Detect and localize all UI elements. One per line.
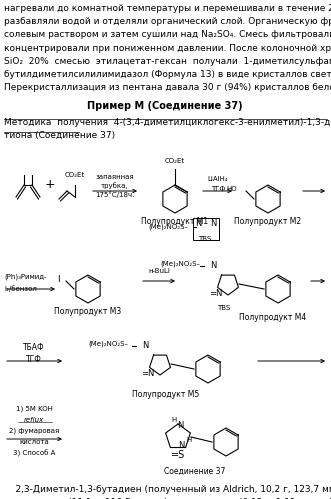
Text: Полупродукт M4: Полупродукт M4 [239,312,307,321]
Text: 2) фумаровая: 2) фумаровая [9,428,59,434]
Text: 1) 5M KOH: 1) 5M KOH [16,406,52,412]
Text: кислота: кислота [19,439,49,445]
Text: Полупродукт M1: Полупродукт M1 [141,217,209,226]
Text: бутилдиметилсилилимидазол (Формула 13) в виде кристаллов светло-желтого цвета.: бутилдиметилсилилимидазол (Формула 13) в… [4,70,331,79]
Text: (Me)₂NO₂S–: (Me)₂NO₂S– [148,224,188,230]
Text: Методика  получения  4-(3,4-диметилциклогекс-3-енилметил)-1,3-дигидроимидазол-2-: Методика получения 4-(3,4-диметилциклоге… [4,118,331,127]
Text: Полупродукт M5: Полупродукт M5 [132,391,200,400]
Text: TBS: TBS [198,236,212,242]
Text: HO: HO [227,186,237,192]
Text: 175°C/18ч.: 175°C/18ч. [95,192,135,199]
Text: LiAlH₄: LiAlH₄ [208,176,228,182]
Text: солевым раствором и затем сушили над Na₂SO₄. Смесь фильтровали, и фильтрат: солевым раствором и затем сушили над Na₂… [4,30,331,39]
Text: концентрировали при пониженном давлении. После колоночной хроматографии на: концентрировали при пониженном давлении.… [4,43,331,52]
Text: 3) Способ А: 3) Способ А [13,449,55,457]
Text: =N: =N [141,369,155,379]
Text: N: N [178,441,185,450]
Text: CO₂Et: CO₂Et [65,172,85,178]
Text: ТБАФ: ТБАФ [23,342,45,351]
Text: Полупродукт M2: Полупродукт M2 [234,217,302,226]
Text: разбавляли водой и отделяли органический слой. Органическую фракцию промывали: разбавляли водой и отделяли органический… [4,17,331,26]
Text: +: + [45,179,55,192]
Text: Соединение 37: Соединение 37 [164,467,226,476]
Text: TBS: TBS [217,305,231,311]
Text: =S: =S [171,450,185,460]
Text: этилакрилат (11,1 г, 110,5 ммоль) и гидрохинон (0,12 г, 1,11 ммоль) нагревали в: этилакрилат (11,1 г, 110,5 ммоль) и гидр… [4,498,331,499]
Text: N: N [142,341,148,350]
Text: N: N [210,220,216,229]
Text: Перекристаллизация из пентана давала 30 г (94%) кристаллов белого цвета.: Перекристаллизация из пентана давала 30 … [4,83,331,92]
Text: нагревали до комнатной температуры и перемешивали в течение 24 часов. Смесь: нагревали до комнатной температуры и пер… [4,4,331,13]
Text: CO₂Et: CO₂Et [165,158,185,164]
Text: (Me)₂NO₂S–: (Me)₂NO₂S– [88,341,128,347]
Text: H: H [186,437,191,443]
Text: н-BuLi: н-BuLi [148,268,170,274]
Text: H: H [171,417,177,423]
Text: reflux: reflux [24,417,44,423]
Text: запаянная: запаянная [96,174,134,180]
Text: (Me)₂NO₂S–: (Me)₂NO₂S– [160,261,200,267]
Text: I₂/бензол: I₂/бензол [4,285,37,292]
Text: =N: =N [209,289,223,298]
Text: N: N [195,220,201,229]
Text: N: N [177,422,183,431]
Text: (Ph)₃Pимид-: (Ph)₃Pимид- [4,274,46,280]
Text: ТГФ: ТГФ [26,354,42,363]
Text: 2,3-Диметил-1,3-бутадиен (полученный из Aldrich, 10,2 г, 123,7 ммоль),: 2,3-Диметил-1,3-бутадиен (полученный из … [4,485,331,494]
Text: Полупродукт M3: Полупродукт M3 [54,306,121,315]
Text: N: N [210,261,216,270]
Text: ТГФ: ТГФ [211,186,225,192]
Text: тиона (Соединение 37): тиона (Соединение 37) [4,131,115,140]
Text: I: I [57,274,59,283]
Text: Пример М (Соединение 37): Пример М (Соединение 37) [87,101,243,111]
Text: SiO₂  20%  смесью  этилацетат-гексан  получали  1-диметилсульфамоил-2-н-: SiO₂ 20% смесью этилацетат-гексан получа… [4,57,331,66]
Text: трубка,: трубка, [101,183,129,190]
